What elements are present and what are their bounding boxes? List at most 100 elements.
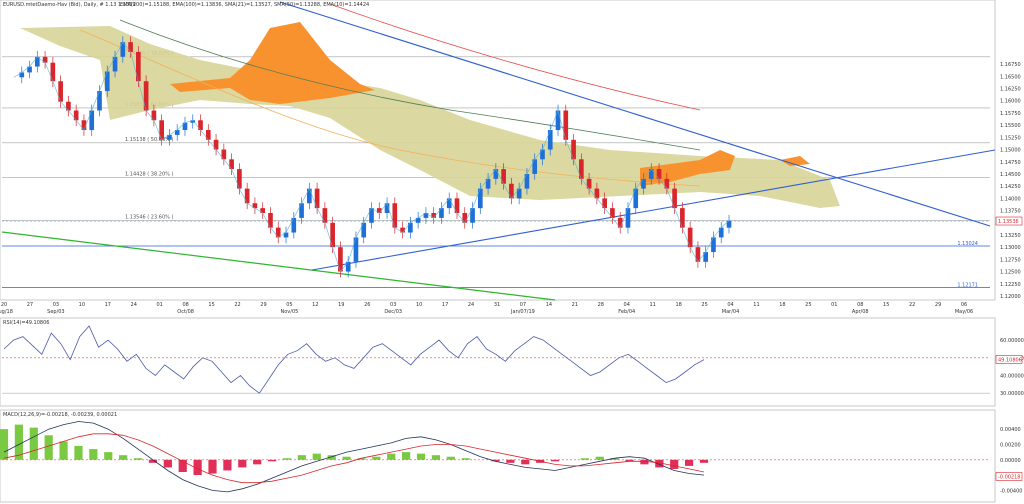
date-tick-label: 15 bbox=[883, 302, 889, 308]
candle-body bbox=[501, 169, 506, 184]
date-tick-label: 25 bbox=[805, 302, 811, 308]
ichimoku-cloud-bear bbox=[640, 150, 735, 186]
date-tick-label: 29 bbox=[935, 302, 941, 308]
price-tick-label: 1.13250 bbox=[1000, 233, 1021, 239]
date-tick-label: 06 bbox=[961, 302, 967, 308]
candle-body bbox=[384, 203, 390, 214]
date-tick-label: 18 bbox=[675, 302, 681, 308]
date-tick-label: 10 bbox=[416, 302, 422, 308]
rsi-title: RSI(14)=49.10806 bbox=[3, 320, 49, 326]
candle-body bbox=[167, 134, 172, 140]
candle-body bbox=[89, 110, 95, 131]
date-tick-label: 22 bbox=[909, 302, 915, 308]
price-tick-label: 1.14000 bbox=[1000, 196, 1021, 202]
candle-body bbox=[136, 51, 141, 82]
rsi-panel[interactable] bbox=[0, 317, 996, 407]
candle-body bbox=[726, 220, 732, 228]
candle-body bbox=[330, 222, 335, 248]
candle-body bbox=[703, 252, 709, 262]
price-tick-label: 1.15750 bbox=[1000, 111, 1021, 117]
date-tick-label: 10 bbox=[79, 302, 85, 308]
current-price-label: 1.13536 bbox=[998, 219, 1019, 225]
date-tick-label: 01 bbox=[831, 302, 837, 308]
candle-body bbox=[454, 198, 460, 214]
macd-tick-label: 0.00400 bbox=[1000, 427, 1021, 433]
candle-body bbox=[112, 56, 118, 72]
price-tick-label: 1.13000 bbox=[1000, 245, 1021, 251]
macd-current-label: -0.00218 bbox=[998, 474, 1020, 480]
candle-body bbox=[291, 217, 297, 233]
candle-body bbox=[42, 56, 48, 63]
date-tick-label: 22 bbox=[234, 302, 240, 308]
date-tick-label: 17 bbox=[105, 302, 111, 308]
rsi-current-label: 49.10806 bbox=[998, 357, 1022, 363]
price-chart-layer: 1.16900 ( 78.60% )1.15853 ( 61.80% )1.15… bbox=[1, 1, 996, 301]
price-tick-label: 1.14750 bbox=[1000, 160, 1021, 166]
candle-body bbox=[104, 71, 110, 91]
candle-body bbox=[493, 169, 499, 179]
month-label: Apr/08 bbox=[852, 309, 869, 315]
candle-body bbox=[260, 208, 266, 214]
macd-line bbox=[3, 421, 705, 493]
macd-chart-layer: 0.004000.002000.00000-0.00200-0.00400-0.… bbox=[0, 421, 1022, 494]
support-level-label: 1.12171 bbox=[957, 283, 978, 289]
price-tick-label: 1.16000 bbox=[1000, 99, 1021, 105]
date-tick-label: 31 bbox=[494, 302, 500, 308]
date-tick-label: 04 bbox=[624, 302, 630, 308]
candle-body bbox=[345, 261, 351, 272]
candle-body bbox=[540, 149, 545, 160]
price-tick-label: 1.15250 bbox=[1000, 135, 1021, 141]
date-tick-label: 28 bbox=[598, 302, 604, 308]
macd-tick-label: 0.00000 bbox=[1000, 458, 1021, 464]
candle-body bbox=[143, 81, 149, 111]
ichimoku-cloud-bear bbox=[170, 22, 375, 104]
descending-trendline bbox=[279, 1, 991, 227]
fib-level-label: 1.15138 ( 50.00% ) bbox=[125, 137, 173, 143]
candle-body bbox=[586, 178, 592, 189]
date-tick-label: 20 bbox=[1, 302, 7, 308]
candle-body bbox=[314, 188, 320, 209]
candle-body bbox=[268, 213, 273, 228]
candle-body bbox=[174, 130, 180, 135]
window-title: EURUSD.mtetDaemo-Hav (Bid), Daily, # 1.1… bbox=[3, 2, 136, 8]
support-level-label: 1.13024 bbox=[957, 241, 978, 247]
candle-body bbox=[509, 183, 514, 199]
candle-body bbox=[625, 208, 631, 228]
current-price-box bbox=[995, 216, 1023, 226]
rsi-tick-label: 40.00000 bbox=[1000, 373, 1024, 379]
candle-body bbox=[439, 208, 444, 218]
price-tick-label: 1.15000 bbox=[1000, 148, 1021, 154]
candle-body bbox=[299, 203, 304, 218]
rsi-tick-label: 30.00000 bbox=[1000, 391, 1024, 397]
candle-body bbox=[34, 56, 40, 67]
ema-100-line bbox=[79, 29, 701, 187]
date-tick-label: 24 bbox=[468, 302, 474, 308]
date-tick-label: 27 bbox=[27, 302, 33, 308]
sma-50-line bbox=[119, 19, 701, 151]
candle-body bbox=[462, 213, 468, 223]
date-tick-label: 18 bbox=[779, 302, 785, 308]
candle-body bbox=[244, 188, 250, 204]
candle-body bbox=[446, 198, 452, 209]
ichimoku-cloud-bull bbox=[20, 26, 840, 208]
ascending-trendline bbox=[311, 149, 996, 271]
candle-body bbox=[66, 101, 71, 111]
candle-body bbox=[229, 159, 234, 170]
candle-body bbox=[50, 62, 56, 82]
candle-body bbox=[711, 237, 716, 253]
date-tick-label: 01 bbox=[156, 302, 162, 308]
price-tick-label: 1.14500 bbox=[1000, 172, 1021, 178]
candle-body bbox=[423, 213, 429, 218]
candle-body bbox=[400, 227, 405, 233]
candle-body bbox=[617, 217, 623, 228]
ichimoku-cloud-bear bbox=[780, 156, 810, 166]
long-term-trendline bbox=[1, 231, 556, 301]
candle-body bbox=[563, 110, 569, 140]
date-tick-label: 21 bbox=[572, 302, 578, 308]
candle-body bbox=[252, 203, 258, 209]
candle-body bbox=[73, 110, 79, 121]
macd-panel[interactable] bbox=[0, 409, 996, 503]
candle-body bbox=[27, 66, 32, 73]
date-tick-label: 11 bbox=[649, 302, 655, 308]
